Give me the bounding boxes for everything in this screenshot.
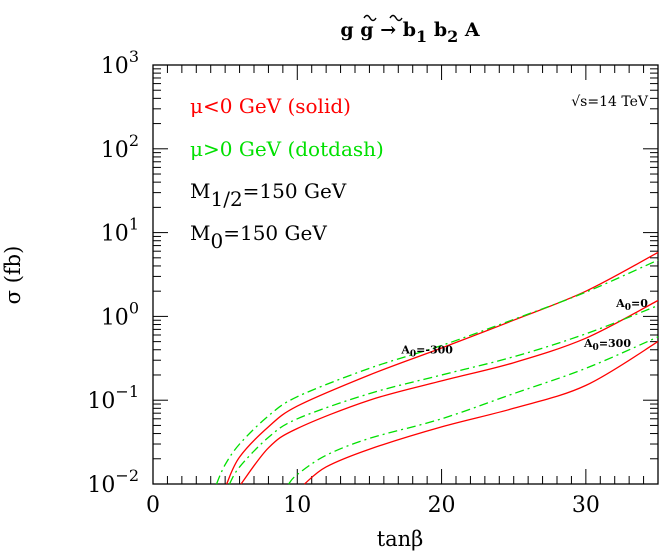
- y-tick-label: 103: [101, 47, 139, 79]
- y-tick-label: 10−2: [87, 466, 139, 498]
- x-tick-label: 20: [428, 493, 456, 518]
- curve-annotation: A0=300: [583, 337, 631, 353]
- y-tick-labels: 103 102 101 100 10−1 10−2: [87, 47, 139, 498]
- series-lines: [215, 251, 659, 485]
- legend-mu-pos: μ>0 GeV (dotdash): [190, 137, 384, 161]
- title-text: g g → b1 b2 A: [340, 19, 479, 46]
- plot-border: [152, 64, 659, 485]
- x-axis-label: tanβ: [377, 527, 424, 551]
- y-tick-label: 100: [101, 298, 139, 330]
- y-tick-label: 10−1: [87, 382, 139, 414]
- curve-annotation: A0=-300: [400, 344, 453, 360]
- series-line-a0300-solid: [226, 251, 659, 485]
- series-line-a0300-dotdash: [288, 336, 659, 485]
- series-line-a00-dotdash: [228, 304, 659, 485]
- tilde-mark: [363, 14, 377, 22]
- energy-label: √s=14 TeV: [571, 94, 649, 110]
- legend-mu-neg: μ<0 GeV (solid): [190, 94, 351, 118]
- series-line-a0300-solid: [304, 341, 659, 485]
- curve-annotations: A0=-300 A0=0 A0=300: [400, 297, 648, 360]
- plot-frame: [152, 64, 659, 485]
- x-tick-label: 0: [146, 493, 160, 518]
- x-tick-label: 30: [572, 493, 600, 518]
- chart-title: g g → b1 b2 A: [340, 14, 480, 46]
- legend: μ<0 GeV (solid) μ>0 GeV (dotdash) M1/2=150…: [190, 94, 384, 253]
- series-line-a0300-dotdash: [215, 259, 659, 485]
- curve-annotation: A0=0: [615, 297, 648, 313]
- series-line-a00-solid: [240, 299, 659, 485]
- y-tick-label: 102: [101, 131, 139, 163]
- tilde-mark: [389, 14, 403, 22]
- axis-ticks: [152, 64, 659, 485]
- y-tick-label: 101: [101, 215, 139, 247]
- legend-m12: M1/2=150 GeV: [190, 179, 347, 211]
- y-axis-label: σ (fb): [1, 246, 25, 305]
- x-tick-labels: 0 10 20 30: [146, 493, 600, 518]
- x-tick-label: 10: [283, 493, 311, 518]
- legend-m0: M0=150 GeV: [190, 221, 327, 253]
